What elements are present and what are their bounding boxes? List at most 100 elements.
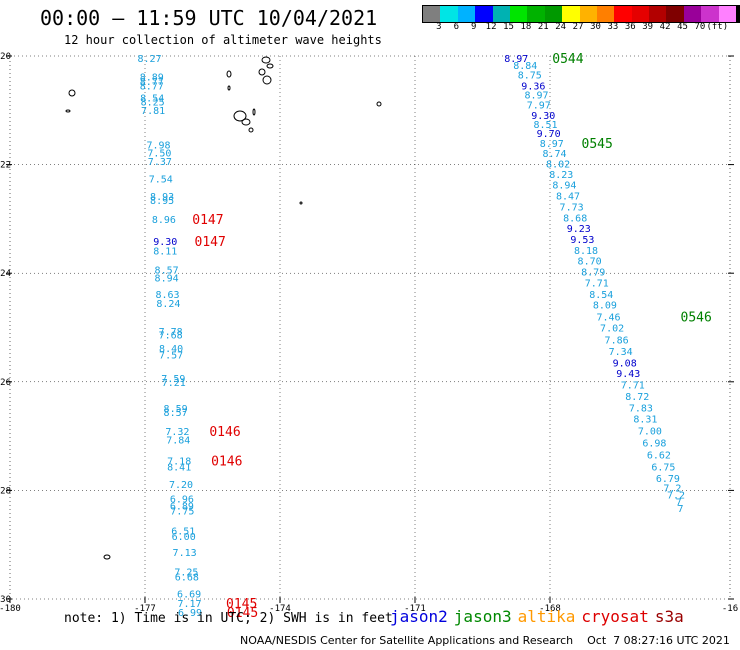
x-tick-label: -16 — [722, 604, 738, 614]
island-outline — [241, 118, 251, 126]
y-tick-label: -30 — [0, 595, 11, 605]
swh-value: 8.63 — [155, 290, 179, 301]
swh-value: 9.30 — [153, 237, 177, 248]
swh-value: 6.62 — [647, 451, 671, 462]
pass-time-label: 0147 — [195, 235, 226, 250]
swh-value: 7.32 — [165, 427, 189, 438]
pass-time-label: 0145 — [227, 606, 258, 621]
island-coastlines — [65, 56, 382, 560]
swh-value: 7.34 — [609, 347, 633, 358]
swh-value: 8.57 — [164, 408, 188, 419]
island-outline — [376, 101, 382, 107]
colorbar-label: 36 — [624, 22, 636, 32]
swh-value: 7.18 — [167, 457, 191, 468]
swh-value: 6.99 — [178, 608, 202, 619]
colorbar-swatch-14 — [666, 6, 684, 22]
island-outline — [226, 70, 232, 78]
swh-value: 7.54 — [149, 175, 173, 186]
swh-value: 8.59 — [164, 404, 188, 415]
swh-value: 7 — [676, 497, 682, 508]
swh-value: 9.70 — [537, 129, 561, 140]
colorbar-label: 6 — [453, 22, 460, 32]
swh-value: 7.2 — [663, 484, 681, 495]
colorbar-label: 3 — [436, 22, 442, 32]
swh-value: 8.57 — [155, 265, 179, 276]
island-outline — [233, 110, 247, 122]
island-outline — [227, 85, 231, 91]
x-tick-label: -168 — [539, 604, 561, 614]
y-tick-label: -28 — [0, 486, 11, 496]
island-outline — [262, 75, 272, 85]
swh-value: 8.89 — [140, 73, 164, 84]
colorbar-swatch-6 — [527, 6, 545, 22]
swh-colorbar — [422, 5, 740, 23]
swh-value: 8.51 — [533, 120, 557, 131]
swh-value: 8.25 — [141, 98, 165, 109]
colorbar-label: 15 — [503, 22, 514, 32]
map-frame — [9, 55, 731, 600]
swh-value: 6.51 — [171, 527, 195, 538]
colorbar-label: 24 — [555, 22, 567, 32]
colorbar-swatch-18 — [736, 6, 740, 22]
colorbar-swatch-7 — [544, 6, 563, 22]
colorbar-swatch-2 — [457, 6, 476, 22]
swh-value: 8.24 — [156, 299, 180, 310]
swh-value: 6.69 — [177, 590, 201, 601]
swh-value: 9.30 — [531, 111, 555, 122]
y-tick-label: -26 — [0, 378, 11, 388]
colorbar-swatch-10 — [596, 6, 615, 22]
island-outline — [103, 554, 111, 560]
island-outline — [299, 201, 303, 205]
pass-time-label: 0544 — [552, 52, 583, 67]
island-outline — [252, 108, 256, 116]
swh-value: 8.79 — [581, 268, 605, 279]
y-tick-label: -22 — [0, 161, 11, 171]
colorbar-label: (ft) — [706, 22, 729, 32]
pass-time-label: 0146 — [211, 455, 242, 470]
pass-time-label: 0545 — [582, 137, 613, 152]
y-tick-label: -20 — [0, 52, 11, 62]
swh-value: 9.08 — [613, 358, 637, 369]
swh-value: 7.78 — [159, 327, 183, 338]
swh-value: 7.81 — [141, 106, 165, 117]
map-subtitle: 12 hour collection of altimeter wave hei… — [64, 33, 382, 47]
swh-value: 7.00 — [638, 427, 662, 438]
colorbar-label: 45 — [677, 22, 688, 32]
swh-value: 9.36 — [521, 81, 545, 92]
swh-value: 9.23 — [567, 224, 591, 235]
swh-value: 7.98 — [146, 141, 170, 152]
colorbar-label: 27 — [572, 22, 584, 32]
swh-value: 6.68 — [175, 573, 199, 584]
y-tick-label: -24 — [0, 269, 11, 279]
legend-jason3: jason3 — [453, 607, 512, 626]
swh-value: 8.95 — [150, 196, 174, 207]
swh-value: 7.86 — [605, 335, 629, 346]
swh-value: 8.74 — [542, 149, 566, 160]
swh-value: 8.75 — [518, 70, 542, 81]
pass-time-label: 0147 — [192, 213, 223, 228]
swh-value: 7.21 — [162, 378, 186, 389]
island-outline — [68, 89, 76, 97]
swh-value: 8.77 — [140, 81, 164, 92]
swh-value: 7.17 — [178, 599, 202, 610]
legend-cryosat: cryosat — [581, 607, 649, 626]
colorbar-swatch-0 — [423, 6, 441, 22]
colorbar-swatch-11 — [614, 6, 632, 22]
map-title: 00:00 – 11:59 UTC 10/04/2021 — [40, 6, 378, 30]
x-tick-label: -174 — [269, 604, 291, 614]
footer-note: note: 1) Time is in UTC; 2) SWH is in fe… — [64, 611, 393, 626]
colorbar-swatch-16 — [701, 6, 719, 22]
swh-value: 8.09 — [593, 301, 617, 312]
swh-value: 8.18 — [574, 246, 598, 257]
swh-value: 8.77 — [140, 77, 164, 88]
swh-value: 7.73 — [560, 202, 584, 213]
pass-time-label: 0145 — [226, 597, 257, 612]
swh-value: 8.41 — [167, 463, 191, 474]
colorbar-swatch-5 — [509, 6, 528, 22]
island-outline — [65, 109, 71, 113]
satellite-legend: jason2 jason3 altika cryosat s3a — [390, 607, 690, 626]
colorbar-swatch-1 — [440, 6, 458, 22]
swh-value: 7.59 — [161, 374, 185, 385]
swh-value: 7.50 — [147, 149, 171, 160]
